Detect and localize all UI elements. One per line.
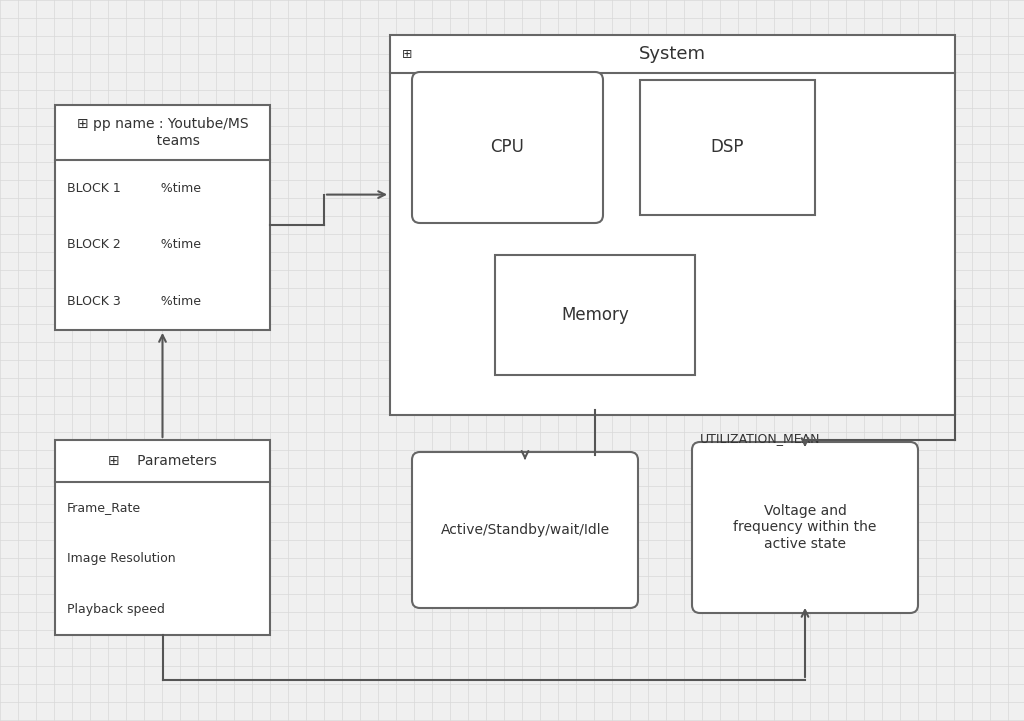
Text: BLOCK 1          %time: BLOCK 1 %time: [67, 182, 201, 195]
Text: Image Resolution: Image Resolution: [67, 552, 176, 565]
Text: Frame_Rate: Frame_Rate: [67, 501, 141, 514]
Bar: [640, 80, 815, 215]
Bar: [495, 255, 695, 375]
Text: CPU: CPU: [490, 138, 524, 156]
Text: Active/Standby/wait/Idle: Active/Standby/wait/Idle: [440, 523, 609, 537]
Bar: [55, 105, 270, 330]
Text: ⊞    Parameters: ⊞ Parameters: [109, 454, 217, 468]
FancyBboxPatch shape: [692, 442, 918, 613]
Text: BLOCK 3          %time: BLOCK 3 %time: [67, 295, 201, 308]
Text: DSP: DSP: [711, 138, 744, 156]
Text: BLOCK 2          %time: BLOCK 2 %time: [67, 239, 201, 252]
FancyBboxPatch shape: [412, 72, 603, 223]
FancyBboxPatch shape: [412, 452, 638, 608]
Bar: [390, 35, 955, 415]
Text: Memory: Memory: [561, 306, 629, 324]
Text: ⊞: ⊞: [402, 48, 413, 61]
Bar: [55, 440, 270, 635]
Text: Playback speed: Playback speed: [67, 603, 165, 616]
Text: Voltage and
frequency within the
active state: Voltage and frequency within the active …: [733, 504, 877, 551]
Text: System: System: [639, 45, 706, 63]
Text: ⊞ pp name : Youtube/MS
       teams: ⊞ pp name : Youtube/MS teams: [77, 118, 248, 148]
Text: UTILIZATION_MEAN: UTILIZATION_MEAN: [700, 432, 820, 445]
